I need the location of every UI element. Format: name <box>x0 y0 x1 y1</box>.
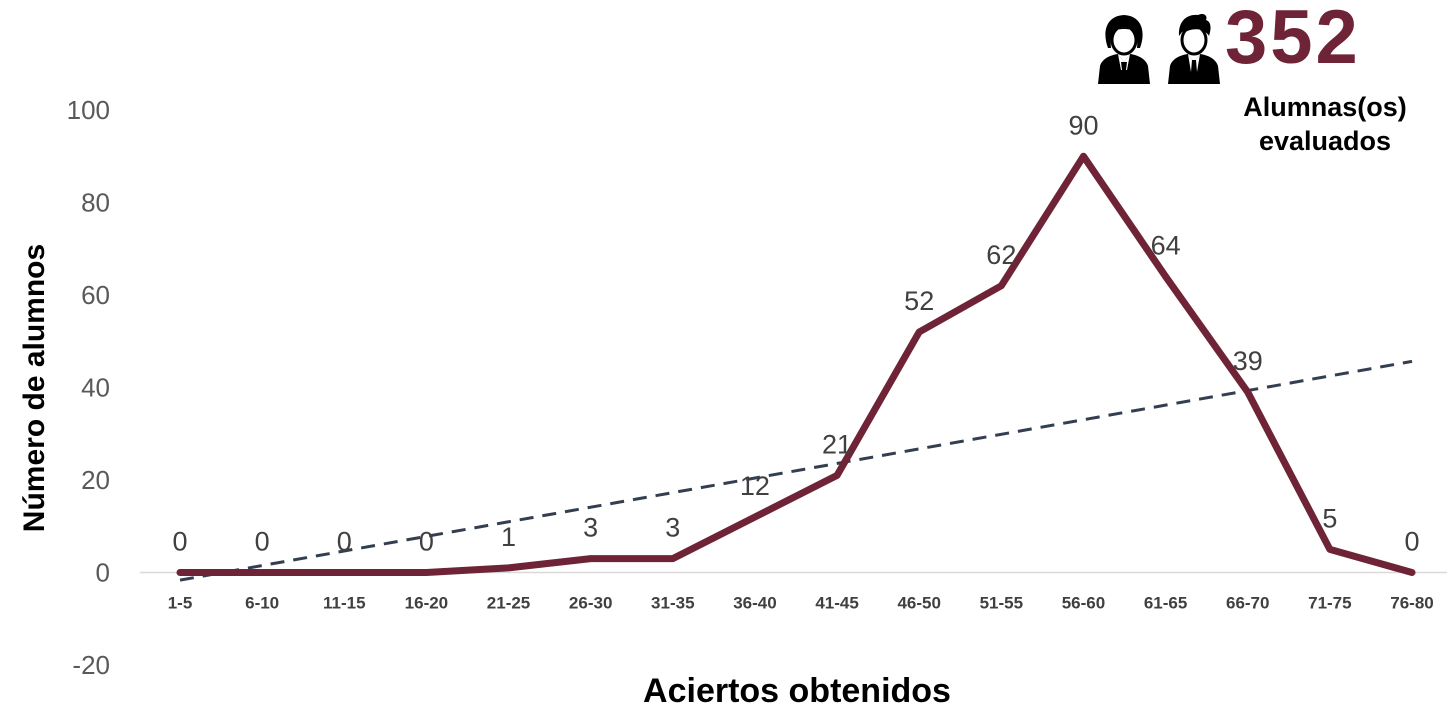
x-tick-label: 1-5 <box>168 594 193 613</box>
y-tick-label: 20 <box>81 465 110 495</box>
x-tick-label: 46-50 <box>897 594 940 613</box>
y-tick-label: 0 <box>96 558 110 588</box>
data-label: 0 <box>419 527 434 557</box>
y-tick-label: 40 <box>81 373 110 403</box>
y-tick-label: 100 <box>67 95 110 125</box>
students-caption: Alumnas(os) evaluados <box>1210 90 1440 158</box>
data-label: 64 <box>1151 231 1181 261</box>
students-badge: 352 Alumnas(os) evaluados <box>1090 0 1440 170</box>
y-tick-label: 60 <box>81 280 110 310</box>
students-count: 352 <box>1225 0 1361 80</box>
y-tick-label: 80 <box>81 188 110 218</box>
data-label: 0 <box>1404 527 1419 557</box>
data-label: 5 <box>1322 503 1337 533</box>
x-tick-label: 21-25 <box>487 594 530 613</box>
x-axis-ticks: 1-5 6-10 11-15 16-20 21-25 26-30 31-35 36-40 41-… <box>168 594 1434 613</box>
x-tick-label: 11-15 <box>323 594 366 613</box>
y-axis-ticks: -20 0 20 40 60 80 100 <box>67 95 110 680</box>
data-label: 62 <box>986 240 1016 270</box>
male-student-icon <box>1168 13 1220 84</box>
x-tick-label: 66-70 <box>1226 594 1269 613</box>
data-label: 12 <box>740 471 770 501</box>
x-tick-label: 61-65 <box>1144 594 1187 613</box>
x-tick-label: 6-10 <box>245 594 279 613</box>
trendline <box>179 359 1413 582</box>
data-label: 21 <box>822 429 852 459</box>
students-caption-line1: Alumnas(os) <box>1243 92 1407 122</box>
data-label: 3 <box>583 513 598 543</box>
x-tick-label: 31-35 <box>651 594 694 613</box>
students-caption-line2: evaluados <box>1258 126 1392 156</box>
data-label: 0 <box>337 527 352 557</box>
x-tick-label: 51-55 <box>980 594 1023 613</box>
x-axis-title: Aciertos obtenidos <box>643 672 951 707</box>
data-label: 3 <box>665 513 680 543</box>
y-tick-label: -20 <box>72 650 110 680</box>
y-axis-title: Número de alumnos <box>18 244 51 532</box>
data-label: 39 <box>1233 346 1263 376</box>
data-label: 52 <box>904 286 934 316</box>
x-tick-label: 56-60 <box>1062 594 1105 613</box>
data-labels: 0 0 0 0 1 3 3 12 21 52 62 90 64 39 5 0 <box>172 110 1419 556</box>
x-tick-label: 36-40 <box>733 594 776 613</box>
series-line <box>176 152 1416 576</box>
data-label: 0 <box>172 527 187 557</box>
x-tick-label: 41-45 <box>815 594 858 613</box>
x-tick-label: 76-80 <box>1390 594 1433 613</box>
data-label: 0 <box>255 527 270 557</box>
x-tick-label: 16-20 <box>405 594 448 613</box>
x-tick-label: 26-30 <box>569 594 612 613</box>
female-student-icon <box>1098 15 1150 84</box>
x-tick-label: 71-75 <box>1308 594 1351 613</box>
data-label: 90 <box>1068 110 1098 140</box>
data-label: 1 <box>501 522 516 552</box>
